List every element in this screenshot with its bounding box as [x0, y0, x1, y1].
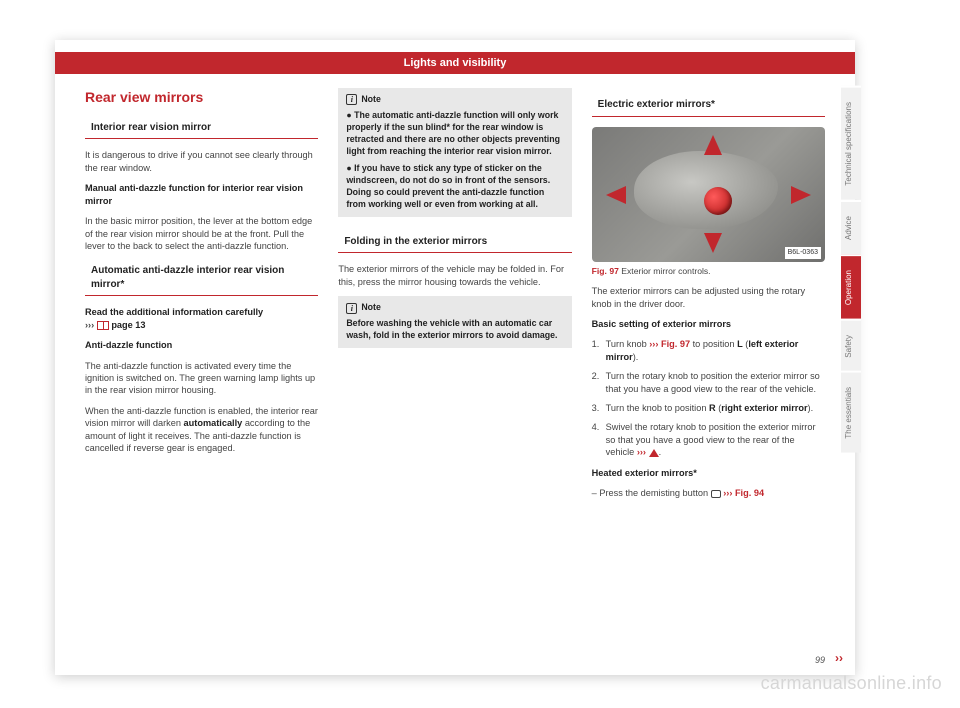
watermark: carmanualsonline.info	[761, 673, 942, 694]
position-letter: R	[709, 403, 716, 413]
figure-caption-text: Exterior mirror controls.	[619, 266, 711, 276]
note-box: i Note ● The automatic anti-dazzle funct…	[338, 88, 571, 217]
column-1: Rear view mirrors Interior rear vision m…	[85, 88, 318, 645]
bold-heading: Basic setting of exterior mirrors	[592, 318, 825, 330]
crossref: ››› Fig. 94	[723, 488, 764, 498]
info-icon: i	[346, 94, 357, 105]
figure-caption: Fig. 97 Exterior mirror controls.	[592, 266, 825, 278]
content-columns: Rear view mirrors Interior rear vision m…	[85, 88, 825, 645]
demist-icon	[711, 490, 721, 498]
body-text: When the anti-dazzle function is enabled…	[85, 405, 318, 455]
figure-label: Fig. 97	[592, 266, 619, 276]
book-icon	[97, 321, 109, 330]
subheading-electric-mirrors: Electric exterior mirrors*	[592, 94, 825, 117]
note-box: i Note Before washing the vehicle with a…	[338, 296, 571, 348]
ordered-list: Turn knob ››› Fig. 97 to position L (lef…	[592, 338, 825, 458]
column-2: i Note ● The automatic anti-dazzle funct…	[338, 88, 571, 645]
arrow-up-icon	[704, 135, 722, 155]
subheading-auto-antidazzle: Automatic anti-dazzle interior rear visi…	[85, 260, 318, 296]
continue-icon: ››	[835, 651, 843, 665]
body-text: It is dangerous to drive if you cannot s…	[85, 149, 318, 174]
arrow-right-icon	[791, 186, 811, 204]
manual-page: Lights and visibility Rear view mirrors …	[55, 40, 855, 675]
read-more-line: Read the additional information carefull…	[85, 306, 318, 331]
note-title-text: Note	[361, 94, 381, 106]
crossref-page: page 13	[111, 320, 145, 330]
tab-tech-specs[interactable]: Technical specifications	[841, 86, 861, 200]
li-span: to position	[690, 339, 737, 349]
figure-97-image: B6L-0363	[592, 127, 825, 262]
side-tabs: Technical specifications Advice Operatio…	[841, 86, 861, 453]
subheading-interior-mirror: Interior rear vision mirror	[85, 117, 318, 140]
note-title-text: Note	[361, 302, 381, 314]
note-title: i Note	[346, 302, 563, 314]
body-span: – Press the demisting button	[592, 488, 711, 498]
crossref-arrows: ›››	[637, 447, 646, 457]
bold-heading: Manual anti-dazzle function for interior…	[85, 182, 318, 207]
li-span: Turn the knob to position	[606, 403, 709, 413]
li-span: ).	[633, 352, 639, 362]
body-text: The exterior mirrors of the vehicle may …	[338, 263, 571, 288]
figure-code: B6L-0363	[785, 247, 821, 258]
bold-span: automatically	[184, 418, 243, 428]
tab-essentials[interactable]: The essentials	[841, 371, 861, 453]
note-body: Before washing the vehicle with an autom…	[346, 318, 563, 342]
list-item: Turn knob ››› Fig. 97 to position L (lef…	[592, 338, 825, 363]
arrow-left-icon	[606, 186, 626, 204]
info-icon: i	[346, 303, 357, 314]
tab-safety[interactable]: Safety	[841, 319, 861, 372]
tab-operation[interactable]: Operation	[841, 254, 861, 319]
note-bullet: ● The automatic anti-dazzle function wil…	[346, 110, 563, 158]
li-span: ).	[808, 403, 814, 413]
list-item: Turn the rotary knob to position the ext…	[592, 370, 825, 395]
bold-heading: Anti-dazzle function	[85, 339, 318, 351]
body-text: The exterior mirrors can be adjusted usi…	[592, 285, 825, 310]
mirror-control-knob	[704, 187, 732, 215]
column-3: Electric exterior mirrors* B6L-0363 Fig.…	[592, 88, 825, 645]
crossref-arrows: ›››	[85, 320, 94, 330]
subheading-folding-mirrors: Folding in the exterior mirrors	[338, 231, 571, 254]
list-item: Turn the knob to position R (right exter…	[592, 402, 825, 414]
li-span: Turn knob	[606, 339, 650, 349]
warning-icon	[649, 449, 659, 457]
tab-advice[interactable]: Advice	[841, 200, 861, 254]
note-bullet: ● If you have to stick any type of stick…	[346, 163, 563, 211]
arrow-down-icon	[704, 233, 722, 253]
page-number: 99	[815, 655, 825, 665]
note-title: i Note	[346, 94, 563, 106]
body-text: In the basic mirror position, the lever …	[85, 215, 318, 252]
mirror-control-panel	[634, 151, 779, 229]
chapter-header: Lights and visibility	[55, 52, 855, 74]
section-title: Rear view mirrors	[85, 88, 318, 107]
body-text: The anti-dazzle function is activated ev…	[85, 360, 318, 397]
li-span: .	[659, 447, 662, 457]
read-more-text: Read the additional information carefull…	[85, 307, 263, 317]
body-text: – Press the demisting button ››› Fig. 94	[592, 487, 825, 499]
bold-span: right exterior mirror	[721, 403, 807, 413]
bold-heading: Heated exterior mirrors*	[592, 467, 825, 479]
crossref: ››› Fig. 97	[649, 339, 690, 349]
list-item: Swivel the rotary knob to position the e…	[592, 421, 825, 458]
